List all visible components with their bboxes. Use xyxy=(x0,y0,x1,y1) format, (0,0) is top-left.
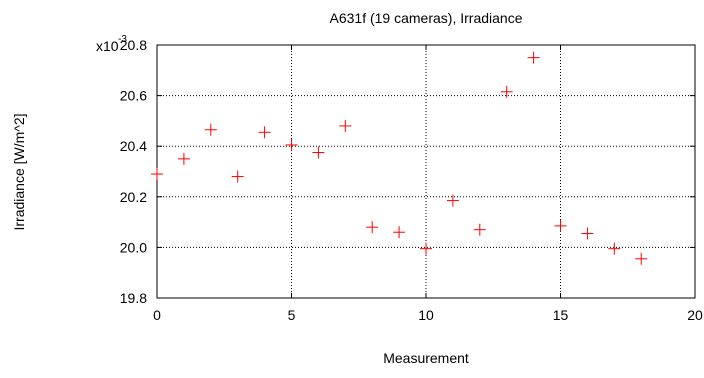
y-tick-label: 20.0 xyxy=(120,239,147,255)
data-point-marker xyxy=(446,194,459,207)
x-axis-label: Measurement xyxy=(383,350,469,366)
data-point-marker xyxy=(554,219,567,232)
data-point-marker xyxy=(500,85,513,98)
data-point-marker xyxy=(635,252,648,265)
data-point-marker xyxy=(366,221,379,234)
data-point-marker xyxy=(285,138,298,151)
data-point-marker xyxy=(581,227,594,240)
y-axis-label: Irradiance [W/m^2] xyxy=(11,113,27,230)
data-point-marker xyxy=(177,152,190,165)
y-tick-label: 20.6 xyxy=(120,88,147,104)
axis-ticks: 0 5 10 15 20 19.8 20.0 20.2 20.4 20.6 20.8 xyxy=(120,37,703,323)
grid xyxy=(157,45,695,298)
data-point-marker xyxy=(473,223,486,236)
x-tick-label: 20 xyxy=(687,307,703,323)
data-point-marker xyxy=(151,168,163,181)
x-tick-label: 10 xyxy=(418,307,434,323)
y-tick-label: 20.2 xyxy=(120,189,147,205)
y-tick-label: 20.8 xyxy=(120,37,147,53)
x-tick-label: 0 xyxy=(153,307,161,323)
x-tick-label: 5 xyxy=(288,307,296,323)
data-point-marker xyxy=(231,170,244,183)
x-tick-label: 15 xyxy=(553,307,569,323)
y-multiplier-exponent: -3 xyxy=(118,34,127,45)
y-tick-label: 19.8 xyxy=(120,290,147,306)
data-point-marker xyxy=(527,51,540,64)
data-points xyxy=(151,51,648,265)
data-point-marker xyxy=(312,146,325,159)
data-point-marker xyxy=(420,242,432,255)
y-tick-label: 20.4 xyxy=(120,138,147,154)
data-point-marker xyxy=(204,123,217,136)
chart-title: A631f (19 cameras), Irradiance xyxy=(330,10,523,26)
data-point-marker xyxy=(608,242,621,255)
y-multiplier-label: x10 xyxy=(96,38,119,54)
data-point-marker xyxy=(339,119,352,132)
data-point-marker xyxy=(258,126,271,139)
data-point-marker xyxy=(393,226,406,239)
